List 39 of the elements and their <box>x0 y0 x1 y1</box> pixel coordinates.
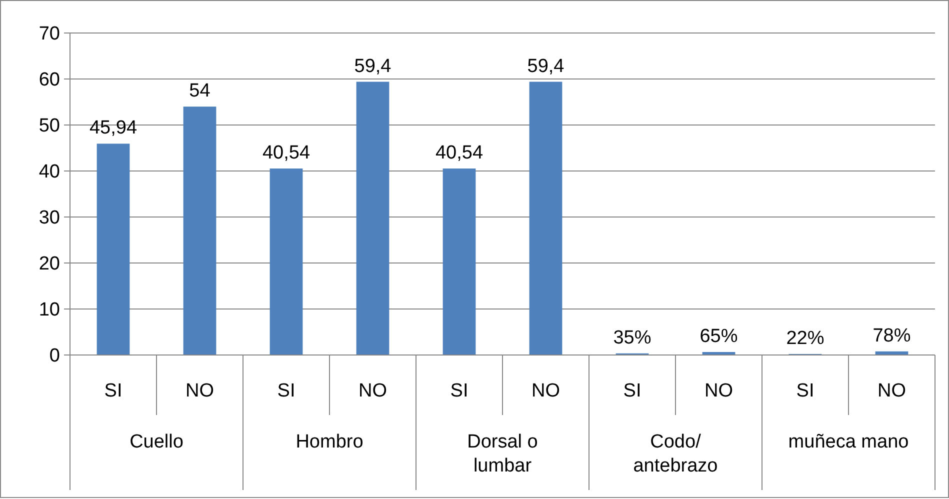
y-tick-label: 50 <box>38 116 60 137</box>
data-label: 78% <box>872 325 911 346</box>
x-tick-label: NO <box>358 380 387 402</box>
y-tick-label: 40 <box>38 162 60 183</box>
bar <box>183 106 216 355</box>
bar <box>270 168 303 355</box>
x-tick-label: NO <box>532 380 560 402</box>
y-tick-label: 20 <box>38 254 60 275</box>
data-label: 54 <box>189 80 211 102</box>
bar <box>442 168 476 355</box>
x-tick-label: NO <box>186 380 214 402</box>
text: Dorsal o lumbar <box>467 432 538 476</box>
data-label: 45,94 <box>89 118 138 139</box>
x-tick-label: SI <box>450 380 468 402</box>
y-tick-label: 30 <box>38 208 60 229</box>
bar <box>96 144 130 355</box>
data-label: 59,4 <box>527 56 565 77</box>
bar <box>529 82 562 355</box>
text: Hombro <box>296 432 364 453</box>
y-tick-label: 10 <box>38 300 60 321</box>
y-tick-label: 60 <box>38 70 60 91</box>
x-tick-label: NO <box>704 380 733 402</box>
data-label: 59,4 <box>354 56 392 77</box>
y-tick-label: 70 <box>38 24 60 45</box>
x-tick-label: SI <box>104 380 122 402</box>
data-label: 40,54 <box>262 142 310 164</box>
bar <box>356 82 390 355</box>
x-tick-label: NO <box>878 380 906 402</box>
x-tick-label: SI <box>623 380 642 402</box>
data-label: 35% <box>613 327 652 348</box>
text: muñeca mano <box>788 432 909 453</box>
text: Codo/ antebrazo <box>633 432 718 476</box>
data-label: 40,54 <box>435 142 484 164</box>
y-tick-label: 0 <box>49 346 60 367</box>
data-label: 65% <box>700 326 738 348</box>
x-tick-label: SI <box>796 380 814 402</box>
text: Cuello <box>130 432 184 453</box>
data-label: 22% <box>786 328 824 349</box>
x-tick-label: SI <box>277 380 296 402</box>
